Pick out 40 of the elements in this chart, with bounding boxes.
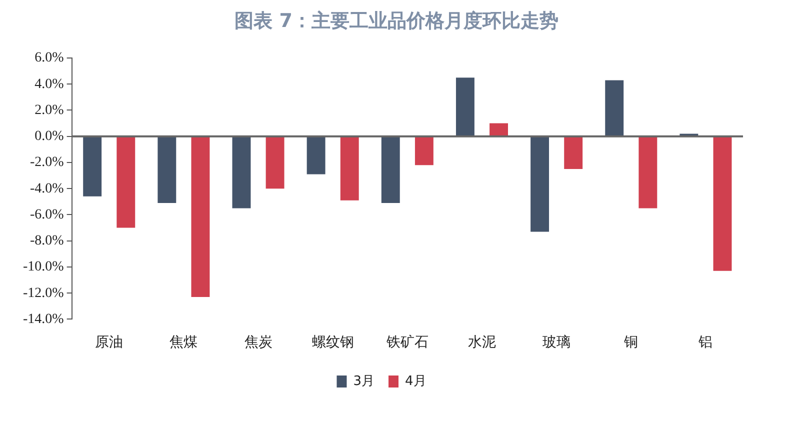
legend-label: 3月 — [353, 374, 375, 389]
bar — [456, 78, 474, 136]
y-tick-label: -12.0% — [22, 286, 64, 301]
bar — [116, 136, 136, 228]
bar — [158, 136, 176, 203]
bar — [530, 136, 550, 232]
x-tick-label: 铁矿石 — [385, 334, 428, 350]
y-tick-label: -6.0% — [30, 207, 64, 222]
x-tick-label: 铜 — [623, 334, 638, 350]
x-tick-label: 铝 — [698, 334, 713, 350]
y-tick-label: 6.0% — [34, 50, 64, 66]
y-tick-label: -2.0% — [30, 155, 64, 170]
x-tick-label: 玻璃 — [542, 334, 571, 350]
x-tick-label: 焦煤 — [170, 334, 198, 350]
legend-label: 4月 — [405, 374, 426, 389]
bar — [638, 136, 658, 208]
bar — [306, 136, 326, 174]
bar — [381, 136, 400, 203]
x-tick-label: 螺纹钢 — [312, 334, 354, 350]
y-tick-label: -4.0% — [30, 181, 64, 196]
bar — [564, 136, 583, 170]
chart-title: 图表 7：主要工业品价格月度环比走势 — [234, 9, 560, 34]
x-tick-label: 原油 — [95, 334, 124, 350]
bar — [340, 136, 359, 200]
bar — [490, 123, 508, 136]
y-tick-label: 4.0% — [34, 76, 64, 92]
bar — [266, 136, 284, 189]
y-tick-label: -8.0% — [30, 234, 64, 249]
y-tick-label: 0.0% — [34, 129, 64, 144]
bar — [414, 136, 434, 166]
y-tick-label: -10.0% — [22, 260, 64, 275]
bar — [191, 136, 210, 297]
y-tick-label: 2.0% — [34, 102, 64, 118]
x-tick-label: 水泥 — [468, 334, 496, 350]
x-tick-label: 焦炭 — [244, 334, 272, 350]
bar — [713, 136, 732, 271]
bar — [83, 136, 102, 196]
bar — [605, 80, 624, 136]
y-tick-label: -14.0% — [22, 312, 64, 327]
bar — [232, 136, 251, 208]
